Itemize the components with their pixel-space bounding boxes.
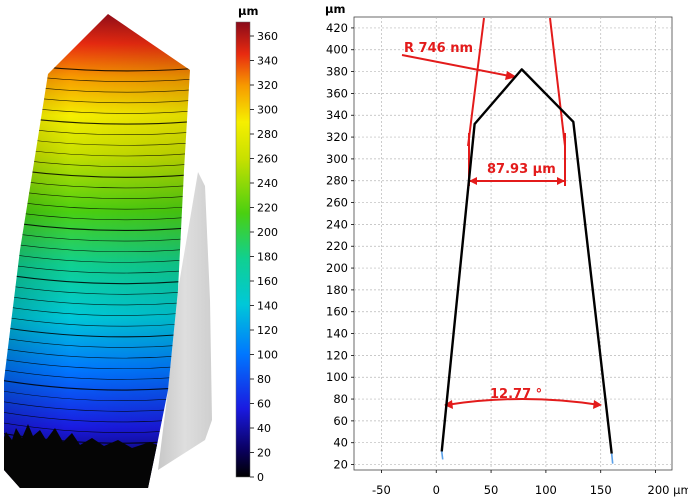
y-tick-label: 100 <box>326 370 348 384</box>
colorbar-tick-label: 140 <box>257 300 278 313</box>
radius-annotation: R 746 nm <box>404 41 473 56</box>
colorbar-tick-label: 340 <box>257 55 278 68</box>
y-tick-label: 60 <box>333 414 348 428</box>
x-tick-label: 200 µm <box>648 483 688 497</box>
colorbar-tick-label: 200 <box>257 226 278 239</box>
surface-side-face <box>158 172 212 470</box>
y-tick-label: 160 <box>326 305 348 319</box>
y-tick-label: 280 <box>326 174 348 188</box>
colorbar-tick-label: 280 <box>257 128 278 141</box>
colorbar-tick-label: 320 <box>257 79 278 92</box>
grid-lines <box>354 17 672 470</box>
angle-construction-lines <box>401 17 602 409</box>
y-tick-label: 420 <box>326 21 348 35</box>
y-tick-label: 40 <box>333 436 348 450</box>
colorbar-tick-label: 220 <box>257 202 278 215</box>
colorbar-tick-label: 40 <box>257 422 271 435</box>
colorbar-tick-label: 20 <box>257 447 271 460</box>
contour-line <box>4 263 190 274</box>
angle-arrow-left <box>444 400 453 409</box>
y-axis-unit: µm <box>325 2 345 16</box>
y-tick-label: 300 <box>326 152 348 166</box>
contour-line <box>4 294 190 306</box>
y-tick-label: 260 <box>326 196 348 210</box>
profile-end-stub <box>610 453 614 464</box>
y-tick-label: 380 <box>326 65 348 79</box>
colorbar-tick-label: 80 <box>257 373 271 386</box>
colorbar-tick-label: 180 <box>257 251 278 264</box>
contour-line <box>4 252 190 263</box>
right-tangent-line <box>549 17 566 147</box>
colorbar-tick-label: 260 <box>257 153 278 166</box>
profile-series <box>440 68 614 464</box>
angle-arrow-right <box>593 400 602 409</box>
colorbar-unit: µm <box>238 4 258 18</box>
y-tick-label: 20 <box>333 458 348 472</box>
colorbar-tick-label: 300 <box>257 104 278 117</box>
contour-line <box>4 231 190 242</box>
profile-line <box>440 68 613 454</box>
y-tick-label: 80 <box>333 392 348 406</box>
colorbar-tick-label: 0 <box>257 471 264 484</box>
profile-end-stub <box>440 451 444 460</box>
y-tick-label: 200 <box>326 261 348 275</box>
surface-rough-base <box>4 424 160 488</box>
colorbar-tick-label: 240 <box>257 177 278 190</box>
x-tick-label: 100 <box>535 483 557 497</box>
colorbar-tick-label: 100 <box>257 349 278 362</box>
y-tick-label: 120 <box>326 348 348 362</box>
y-tick-label: 360 <box>326 86 348 100</box>
contour-line <box>4 305 190 316</box>
colorbar-tick-label: 160 <box>257 275 278 288</box>
plot-area <box>353 16 673 471</box>
colorbar-tick-label: 360 <box>257 30 278 43</box>
contour-line <box>4 273 190 285</box>
colorbar-tick-label: 60 <box>257 398 271 411</box>
width-annotation: 87.93 µm <box>487 162 556 177</box>
angle-arc <box>445 398 601 406</box>
width-arrow-right <box>557 177 565 185</box>
y-tick-label: 340 <box>326 108 348 122</box>
y-tick-label: 400 <box>326 43 348 57</box>
angle-annotation: 12.77 ° <box>490 387 542 402</box>
profile-chart: µm 4204003803603403203002802602402202001… <box>325 2 688 497</box>
contour-line <box>4 220 190 232</box>
y-tick-label: 220 <box>326 239 348 253</box>
x-tick-label: 0 <box>433 483 440 497</box>
left-tangent-line <box>467 17 485 147</box>
width-arrow-left <box>469 177 477 185</box>
contour-line <box>4 284 190 295</box>
x-tick-label: 50 <box>484 483 499 497</box>
y-tick-label: 320 <box>326 130 348 144</box>
surface-3d-view <box>4 14 212 488</box>
contour-line <box>4 241 190 253</box>
radius-leader-line <box>401 54 516 78</box>
y-tick-label: 140 <box>326 327 348 341</box>
x-tick-label: -50 <box>372 483 391 497</box>
colorbar-tick-label: 120 <box>257 324 278 337</box>
color-scale-bar: µm 3603403203002802602402202001801601401… <box>235 4 278 484</box>
x-tick-label: 150 <box>590 483 612 497</box>
y-tick-label: 240 <box>326 217 348 231</box>
y-tick-label: 180 <box>326 283 348 297</box>
